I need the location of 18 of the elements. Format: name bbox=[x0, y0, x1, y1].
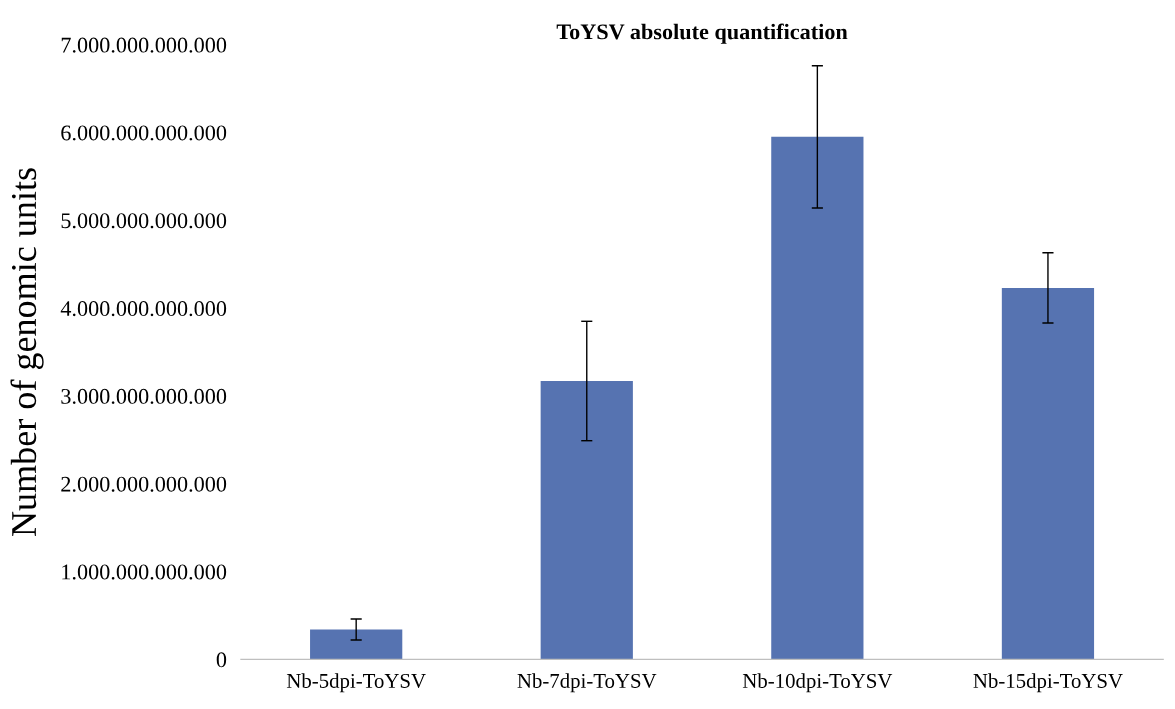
y-tick-label: 2.000.000.000.000 bbox=[61, 476, 227, 492]
y-tick-label: 5.000.000.000.000 bbox=[61, 213, 227, 229]
y-tick-label: 1.000.000.000.000 bbox=[62, 564, 227, 580]
bar bbox=[771, 136, 864, 660]
y-tick-label: 6.000.000.000.000 bbox=[61, 125, 227, 141]
bar bbox=[310, 629, 403, 660]
bar bbox=[540, 381, 633, 660]
chart-title: ToYSV absolute quantification bbox=[556, 23, 848, 44]
x-tick-label: Nb-7dpi-ToYSV bbox=[517, 673, 657, 693]
y-tick-label: 7.000.000.000.000 bbox=[61, 37, 227, 53]
y-tick-label: 4.000.000.000.000 bbox=[60, 301, 227, 317]
x-tick-label: Nb-15dpi-ToYSV bbox=[973, 673, 1123, 693]
x-tick-label: Nb-5dpi-ToYSV bbox=[286, 673, 426, 693]
y-tick-label: 3.000.000.000.000 bbox=[61, 388, 227, 404]
x-tick-label: Nb-10dpi-ToYSV bbox=[742, 673, 893, 693]
y-axis-title: Number of genomic units bbox=[10, 168, 44, 537]
bar bbox=[1001, 287, 1095, 660]
y-tick-label: 0 bbox=[216, 652, 227, 668]
